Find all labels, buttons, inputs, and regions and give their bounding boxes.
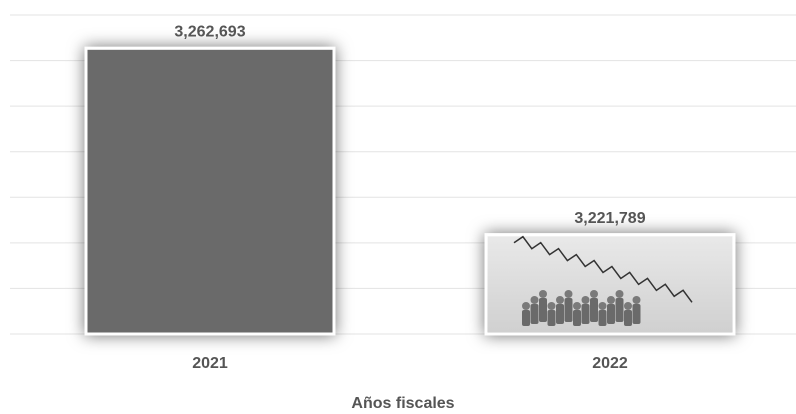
picture-figure-body	[530, 304, 539, 324]
picture-figure-head	[573, 302, 581, 310]
picture-figure-head	[539, 290, 547, 298]
picture-figure-head	[522, 302, 530, 310]
picture-figure-head	[624, 302, 632, 310]
picture-figure-body	[564, 298, 573, 322]
picture-figure-head	[632, 296, 641, 304]
bar	[84, 46, 336, 336]
data-label: 3,221,789	[574, 210, 645, 227]
picture-figure-body	[632, 304, 641, 324]
picture-figure-head	[556, 296, 564, 304]
x-tick-label: 2021	[192, 355, 228, 372]
picture-figure-body	[590, 298, 598, 322]
picture-figure-body	[573, 310, 581, 326]
picture-figure-head	[590, 290, 598, 298]
bar-picture	[488, 235, 732, 332]
picture-figure-body	[624, 310, 632, 326]
picture-figure-body	[607, 304, 615, 324]
picture-figure-head	[598, 302, 607, 310]
picture-figure-body	[522, 310, 530, 326]
picture-figure-head	[564, 290, 573, 298]
picture-figure-head	[530, 296, 539, 304]
x-tick-label: 2022	[592, 355, 628, 372]
picture-figure-body	[581, 304, 590, 324]
picture-figure-head	[581, 296, 590, 304]
picture-figure-head	[615, 290, 624, 298]
bars: 3,262,693 3,221,789	[84, 24, 736, 336]
picture-trend	[513, 235, 693, 303]
picture-figure-head	[607, 296, 615, 304]
x-axis-title: Años fiscales	[351, 395, 454, 412]
picture-figure-head	[547, 302, 556, 310]
picture-figure-body	[598, 310, 607, 326]
picture-figure-body	[539, 298, 547, 322]
picture-figure-body	[556, 304, 564, 324]
data-label: 3,262,693	[174, 24, 245, 41]
picture-figure-body	[615, 298, 624, 322]
picture-figure-body	[547, 310, 556, 326]
